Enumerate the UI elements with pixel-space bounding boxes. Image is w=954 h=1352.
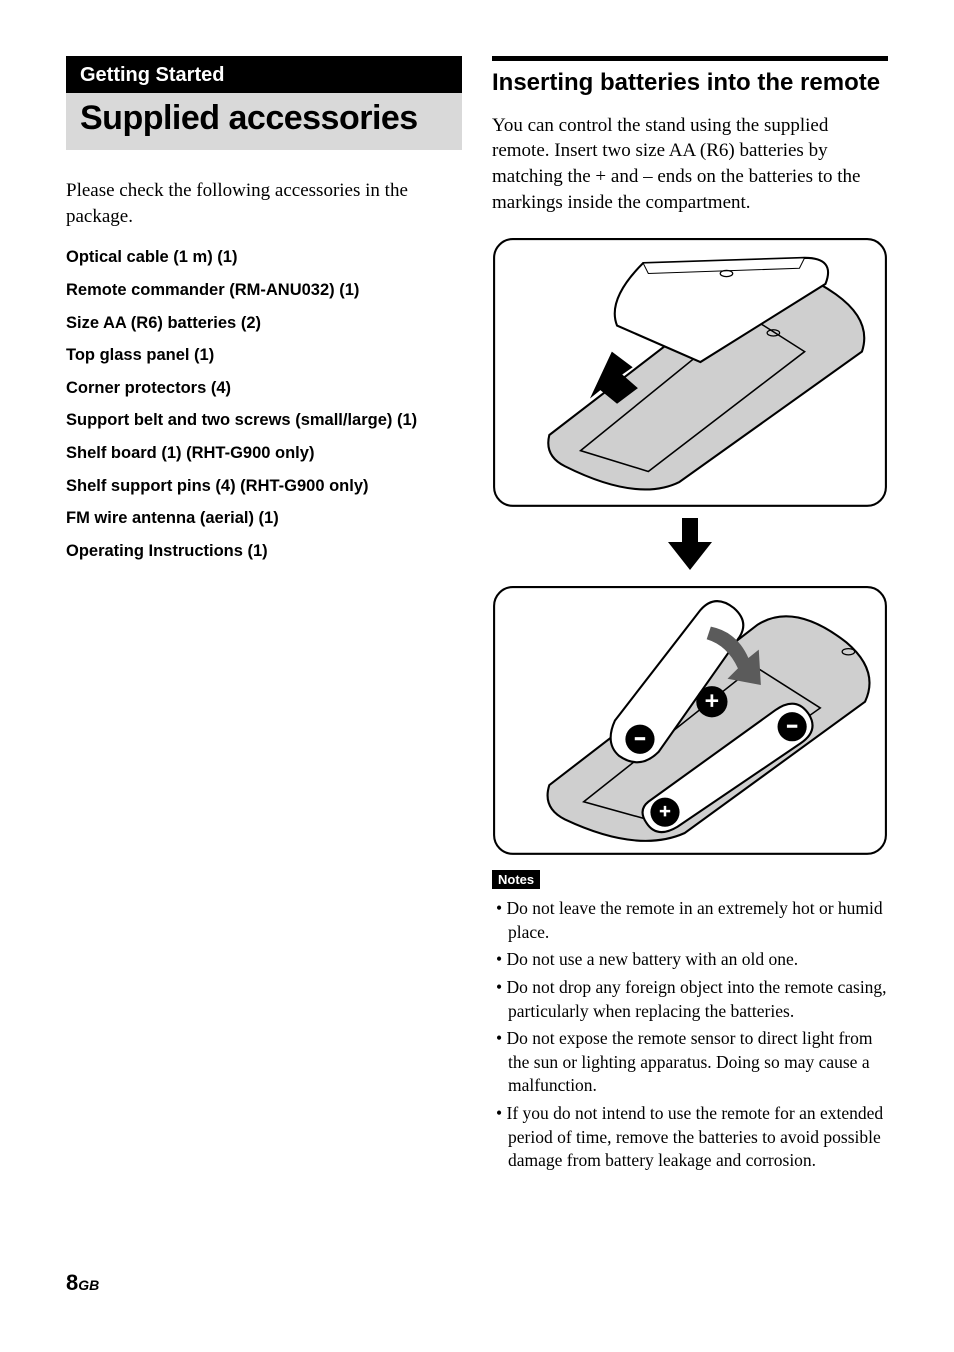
note-text: Do not drop any foreign object into the … bbox=[507, 977, 887, 1021]
accessory-item: Top glass panel (1) bbox=[66, 345, 462, 366]
right-paragraph: You can control the stand using the supp… bbox=[492, 113, 888, 216]
page-number-value: 8 bbox=[66, 1270, 78, 1295]
illustration-cover-removal bbox=[492, 237, 888, 508]
remote-cover-svg bbox=[492, 237, 888, 508]
accessory-item: Size AA (R6) batteries (2) bbox=[66, 313, 462, 334]
right-heading: Inserting batteries into the remote bbox=[492, 69, 888, 97]
note-item: • Do not leave the remote in an extremel… bbox=[492, 897, 888, 944]
accessory-item: Optical cable (1 m) (1) bbox=[66, 247, 462, 268]
section-bar: Getting Started bbox=[66, 56, 462, 93]
accessory-item: Remote commander (RM-ANU032) (1) bbox=[66, 280, 462, 301]
page: Getting Started Supplied accessories Ple… bbox=[0, 0, 954, 1352]
accessory-item: Shelf board (1) (RHT-G900 only) bbox=[66, 443, 462, 464]
accessory-item: Operating Instructions (1) bbox=[66, 541, 462, 562]
left-header: Getting Started Supplied accessories bbox=[66, 56, 462, 150]
accessory-item: Shelf support pins (4) (RHT-G900 only) bbox=[66, 476, 462, 497]
page-region: GB bbox=[78, 1277, 99, 1293]
note-item: • If you do not intend to use the remote… bbox=[492, 1102, 888, 1173]
intro-text: Please check the following accessories i… bbox=[66, 178, 462, 229]
notes-badge: Notes bbox=[492, 870, 540, 889]
note-item: • Do not drop any foreign object into th… bbox=[492, 976, 888, 1023]
accessory-item: Corner protectors (4) bbox=[66, 378, 462, 399]
columns: Getting Started Supplied accessories Ple… bbox=[66, 56, 888, 1177]
remote-batteries-svg bbox=[492, 585, 888, 856]
note-item: • Do not use a new battery with an old o… bbox=[492, 948, 888, 972]
note-item: • Do not expose the remote sensor to dir… bbox=[492, 1027, 888, 1098]
left-column: Getting Started Supplied accessories Ple… bbox=[66, 56, 462, 1177]
down-arrow-icon bbox=[492, 518, 888, 575]
page-number: 8GB bbox=[66, 1270, 99, 1296]
accessory-item: Support belt and two screws (small/large… bbox=[66, 410, 462, 431]
section-title: Supplied accessories bbox=[80, 99, 448, 138]
right-column: Inserting batteries into the remote You … bbox=[492, 56, 888, 1177]
note-text: Do not use a new battery with an old one… bbox=[507, 949, 799, 969]
illustration-batteries-insert bbox=[492, 585, 888, 856]
note-text: Do not leave the remote in an extremely … bbox=[507, 898, 883, 942]
note-text: Do not expose the remote sensor to direc… bbox=[507, 1028, 873, 1095]
note-text: If you do not intend to use the remote f… bbox=[507, 1103, 884, 1170]
accessory-item: FM wire antenna (aerial) (1) bbox=[66, 508, 462, 529]
section-title-box: Supplied accessories bbox=[66, 93, 462, 150]
heading-rule bbox=[492, 56, 888, 61]
